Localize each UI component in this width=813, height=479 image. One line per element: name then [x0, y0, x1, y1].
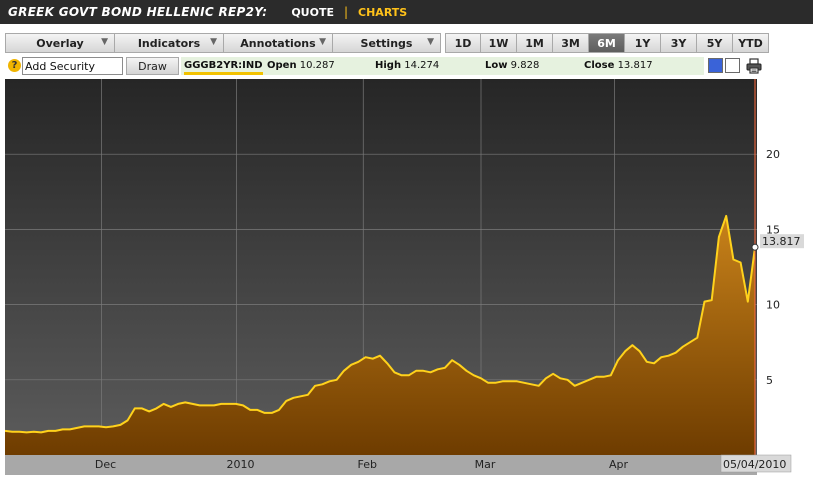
quote-link[interactable]: QUOTE	[291, 5, 334, 19]
close-value: 13.817	[617, 60, 653, 71]
last-date-label: 05/04/2010	[720, 454, 792, 473]
last-date-box	[720, 454, 792, 473]
chevron-down-icon: ▼	[319, 37, 326, 47]
blue-color-swatch[interactable]	[708, 58, 723, 73]
ticker-symbol: GGGB2YR:IND	[184, 59, 263, 75]
page-title: GREEK GOVT BOND HELLENIC REP2Y:	[8, 5, 268, 19]
y-axis-panel	[757, 79, 808, 455]
area-fill	[5, 215, 755, 455]
print-icon[interactable]	[745, 57, 763, 75]
x-tick-label: Mar	[475, 458, 496, 471]
range-button-1d[interactable]: 1D	[445, 33, 481, 53]
quote-summary: GGGB2YR:IND Open 10.287 High 14.274 Low …	[181, 57, 704, 75]
series-line	[5, 214, 756, 434]
open-label: Open	[267, 60, 297, 71]
header-bar: GREEK GOVT BOND HELLENIC REP2Y: QUOTE | …	[0, 0, 813, 24]
charts-link[interactable]: CHARTS	[358, 5, 408, 19]
range-button-3m[interactable]: 3M	[553, 33, 589, 53]
chevron-down-icon: ▼	[427, 37, 434, 47]
close-label: Close	[584, 60, 615, 71]
help-icon[interactable]: ?	[8, 59, 21, 72]
range-button-1y[interactable]: 1Y	[625, 33, 661, 53]
last-date-text: 05/04/2010	[723, 458, 786, 471]
high-stat: High 14.274	[375, 60, 439, 71]
white-color-swatch[interactable]	[725, 58, 740, 73]
range-button-5y[interactable]: 5Y	[697, 33, 733, 53]
range-button-1m[interactable]: 1M	[517, 33, 553, 53]
price-chart[interactable]: 5 10 15 20 Dec 2010 Feb Mar Apr 13.817 05/04/20…	[5, 79, 808, 475]
security-row: ? Draw GGGB2YR:IND Open 10.287 High 14.2…	[5, 57, 763, 75]
range-buttons: 1D 1W 1M 3M 6M 1Y 3Y 5Y YTD	[441, 33, 769, 53]
range-button-ytd[interactable]: YTD	[733, 33, 769, 53]
x-tick-label: 2010	[227, 458, 255, 471]
indicators-label: Indicators	[137, 36, 201, 50]
last-point-dot	[751, 243, 759, 251]
y-tick-label: 15	[766, 223, 780, 236]
settings-dropdown[interactable]: Settings ▼	[332, 33, 441, 53]
x-axis-ticks: Dec 2010 Feb Mar Apr	[95, 458, 629, 471]
high-value: 14.274	[404, 60, 440, 71]
high-label: High	[375, 60, 402, 71]
low-stat: Low 9.828	[485, 60, 539, 71]
low-value: 9.828	[510, 60, 540, 71]
draw-button[interactable]: Draw	[126, 57, 179, 75]
settings-label: Settings	[360, 36, 413, 50]
y-axis-ticks: 5 10 15 20	[766, 148, 780, 387]
range-button-3y[interactable]: 3Y	[661, 33, 697, 53]
close-stat: Close 13.817	[584, 60, 653, 71]
x-tick-label: Apr	[609, 458, 629, 471]
y-tick-label: 5	[766, 374, 773, 387]
y-tick-label: 20	[766, 148, 780, 161]
chevron-down-icon: ▼	[210, 37, 217, 47]
x-axis-band	[5, 455, 757, 475]
open-stat: Open 10.287	[267, 60, 335, 71]
add-security-input[interactable]	[22, 57, 123, 75]
annotations-label: Annotations	[240, 36, 316, 50]
range-button-6m[interactable]: 6M	[589, 33, 625, 53]
overlay-label: Overlay	[36, 36, 84, 50]
nav-separator: |	[343, 5, 349, 19]
chevron-down-icon: ▼	[101, 37, 108, 47]
last-value-label: 13.817	[760, 234, 804, 249]
x-tick-label: Feb	[358, 458, 377, 471]
y-tick-label: 10	[766, 299, 780, 312]
annotations-dropdown[interactable]: Annotations ▼	[223, 33, 332, 53]
low-label: Low	[485, 60, 508, 71]
range-button-1w[interactable]: 1W	[481, 33, 517, 53]
indicators-dropdown[interactable]: Indicators ▼	[114, 33, 223, 53]
chart-toolbar: Overlay ▼ Indicators ▼ Annotations ▼ Set…	[5, 33, 769, 53]
last-value-text: 13.817	[762, 235, 801, 248]
open-value: 10.287	[299, 60, 335, 71]
overlay-dropdown[interactable]: Overlay ▼	[5, 33, 114, 53]
x-tick-label: Dec	[95, 458, 116, 471]
last-value-box	[760, 234, 804, 249]
